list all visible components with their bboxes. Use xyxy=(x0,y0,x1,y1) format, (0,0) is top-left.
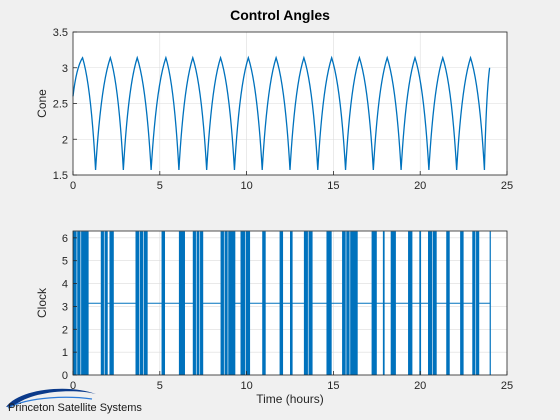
cone-line xyxy=(72,55,491,171)
pss-logo: Princeton Satellite Systems xyxy=(6,388,142,414)
cone-ticks: 0 5 10 15 20 25 1.5 2 2.5 3 3.5 xyxy=(53,27,513,192)
clock-oscillation-band xyxy=(446,231,450,375)
clock-oscillation-band xyxy=(109,231,114,375)
y-tick-label: 2 xyxy=(62,324,68,336)
clock-oscillation-band xyxy=(371,231,377,375)
clock-oscillation-band xyxy=(161,231,166,375)
logo-swoosh-icon xyxy=(6,388,96,407)
y-tick-label: 3 xyxy=(62,301,68,313)
clock-oscillation-band xyxy=(460,231,464,375)
clock-oscillation-band xyxy=(262,231,266,375)
clock-oscillation-band xyxy=(192,231,204,375)
x-tick-label: 0 xyxy=(70,380,76,392)
x-tick-label: 10 xyxy=(240,380,252,392)
y-tick-label: 3 xyxy=(62,63,68,75)
y-tick-label: 3.5 xyxy=(53,27,68,39)
clock-ylabel: Clock xyxy=(35,287,49,318)
x-tick-label: 25 xyxy=(501,180,513,192)
y-tick-label: 2.5 xyxy=(53,99,68,111)
clock-xlabel: Time (hours) xyxy=(256,392,324,406)
clock-oscillation-band xyxy=(408,231,413,375)
clock-oscillation-band xyxy=(290,231,293,375)
clock-oscillation-band xyxy=(279,231,284,375)
clock-oscillation-band xyxy=(135,231,148,375)
y-tick-label: 1.5 xyxy=(53,170,68,182)
clock-axes: 0 5 10 15 20 25 0 1 2 3 4 5 6 Clock Time (hours) xyxy=(35,230,513,406)
y-tick-label: 2 xyxy=(62,134,68,146)
clock-oscillation-band xyxy=(382,231,385,375)
clock-series xyxy=(73,231,491,375)
clock-oscillation-band xyxy=(326,231,332,375)
x-tick-label: 0 xyxy=(70,180,76,192)
clock-oscillation-band xyxy=(390,231,396,375)
y-tick-label: 5 xyxy=(62,256,68,268)
clock-oscillation-band xyxy=(489,231,491,375)
y-tick-label: 4 xyxy=(62,279,68,291)
x-tick-label: 20 xyxy=(414,180,426,192)
cone-series xyxy=(72,55,491,171)
y-tick-label: 1 xyxy=(62,347,68,359)
clock-axes-frame xyxy=(72,230,508,376)
x-tick-label: 20 xyxy=(414,380,426,392)
logo-orbit-icon xyxy=(7,396,93,409)
cone-axes: 0 5 10 15 20 25 1.5 2 2.5 3 3.5 Cone xyxy=(35,27,513,192)
x-tick-label: 10 xyxy=(240,180,252,192)
logo-text: Princeton Satellite Systems xyxy=(8,402,142,414)
clock-oscillation-band xyxy=(419,231,422,375)
clock-ticks: 0 5 10 15 20 25 0 1 2 3 4 5 6 xyxy=(62,233,513,392)
y-tick-label: 0 xyxy=(62,370,68,382)
x-tick-label: 5 xyxy=(157,380,163,392)
x-tick-label: 5 xyxy=(157,180,163,192)
x-tick-label: 25 xyxy=(501,380,513,392)
y-tick-label: 6 xyxy=(62,233,68,245)
cone-ylabel: Cone xyxy=(35,89,49,118)
clock-oscillation-band xyxy=(178,231,185,375)
x-tick-label: 15 xyxy=(327,180,339,192)
chart-title: Control Angles xyxy=(230,7,330,23)
x-tick-label: 15 xyxy=(327,380,339,392)
